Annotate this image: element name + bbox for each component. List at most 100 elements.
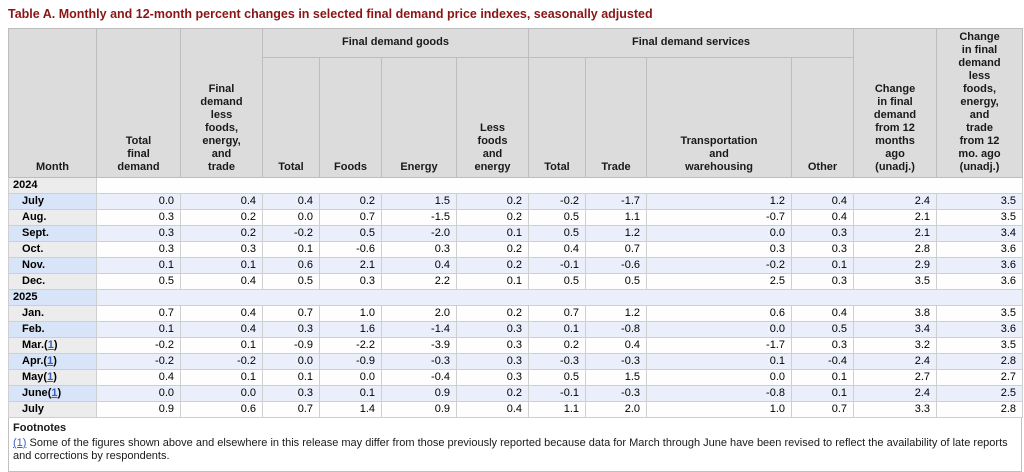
value-cell: 0.9	[96, 401, 181, 418]
value-cell: 0.3	[455, 353, 530, 370]
value-cell: -0.4	[791, 353, 855, 370]
value-cell: 1.0	[319, 305, 382, 322]
value-cell: -1.5	[381, 209, 457, 226]
value-cell: 0.1	[528, 321, 587, 338]
value-cell: 2.0	[381, 305, 457, 322]
value-cell: 0.3	[262, 321, 320, 338]
value-cell: 0.3	[791, 273, 855, 290]
value-cell: 0.7	[791, 401, 855, 418]
value-cell: -0.9	[319, 353, 382, 370]
value-cell: 0.1	[180, 337, 263, 354]
value-cell: 0.5	[96, 273, 181, 290]
value-cell: 0.2	[319, 193, 382, 210]
table-row: June(1) 0.0 0.0 0.3 0.1 0.9 0.2 -0.1 -0.3 -0.8 0.1…	[8, 385, 1024, 402]
value-cell: -0.6	[585, 257, 648, 274]
value-cell: 0.2	[528, 337, 587, 354]
value-cell: 2.4	[853, 193, 938, 210]
value-cell: 0.0	[262, 353, 320, 370]
value-cell: 0.3	[791, 241, 855, 258]
value-cell: -0.2	[262, 225, 320, 242]
value-cell: 0.5	[528, 225, 587, 242]
value-cell: 0.2	[180, 209, 263, 226]
value-cell: 2.1	[853, 225, 938, 242]
value-cell: 0.5	[528, 209, 587, 226]
value-cell: 2.0	[585, 401, 648, 418]
value-cell: 0.2	[455, 305, 530, 322]
value-cell: 3.2	[853, 337, 938, 354]
month-footnote-ref-link[interactable]: 1	[47, 371, 54, 383]
value-cell: 0.0	[96, 193, 181, 210]
value-cell: -0.3	[585, 385, 648, 402]
value-cell: 0.1	[455, 273, 530, 290]
value-cell: 2.5	[646, 273, 793, 290]
value-cell: 0.4	[585, 337, 648, 354]
value-cell: 0.4	[96, 369, 181, 386]
value-cell: 0.5	[319, 225, 382, 242]
footnote-ref-link[interactable]: (1)	[13, 437, 27, 449]
month-footnote-ref-link[interactable]: 1	[47, 339, 54, 351]
value-cell: -0.6	[319, 241, 382, 258]
value-cell: 1.2	[585, 305, 648, 322]
value-cell: 2.1	[319, 257, 382, 274]
value-cell: 3.4	[853, 321, 938, 338]
table-row: Jan. 0.7 0.4 0.7 1.0 2.0 0.2 0.7 1.2 0.6 0.4 3.8 3.5	[8, 305, 1024, 322]
group-header-final-demand-services: Final demand services	[528, 27, 855, 59]
value-cell: 0.7	[528, 305, 587, 322]
table-row: July 0.0 0.4 0.4 0.2 1.5 0.2 -0.2 -1.7 1.2 0.4 2.4 3…	[8, 193, 1024, 210]
value-cell: 2.8	[936, 353, 1024, 370]
value-cell: 2.4	[853, 385, 938, 402]
month-footnote-ref-link[interactable]: 1	[51, 387, 58, 399]
value-cell: 0.3	[455, 337, 530, 354]
value-cell: 0.6	[262, 257, 320, 274]
table-row: Sept. 0.3 0.2 -0.2 0.5 -2.0 0.1 0.5 1.2 0.0 0.3 2.1…	[8, 225, 1024, 242]
table-row: Apr.(1) -0.2 -0.2 0.0 -0.9 -0.3 0.3 -0.3 -0.3 0.1…	[8, 353, 1024, 370]
value-cell: -1.4	[381, 321, 457, 338]
month-label: Apr.(1)	[8, 353, 97, 370]
value-cell: 0.7	[585, 241, 648, 258]
value-cell: 0.3	[791, 337, 855, 354]
value-cell: 2.7	[936, 369, 1024, 386]
value-cell: 0.2	[455, 241, 530, 258]
value-cell: 0.7	[262, 305, 320, 322]
value-cell: 3.6	[936, 321, 1024, 338]
value-cell: 3.5	[936, 209, 1024, 226]
value-cell: 3.5	[936, 305, 1024, 322]
month-footnote-ref-link[interactable]: 1	[47, 355, 54, 367]
year-label: 2024	[8, 177, 97, 194]
col-header-total-final-demand: Total final demand	[96, 28, 181, 178]
value-cell: 1.1	[585, 209, 648, 226]
value-cell: 1.2	[585, 225, 648, 242]
table-row: Feb. 0.1 0.4 0.3 1.6 -1.4 0.3 0.1 -0.8 0.0 0.5 3.4 3…	[8, 321, 1024, 338]
value-cell: -0.2	[180, 353, 263, 370]
col-header-fd-less-foods-energy-trade: Final demand less foods, energy, and tra…	[180, 28, 263, 178]
year-row: 2025	[8, 289, 1024, 306]
table-row: July 0.9 0.6 0.7 1.4 0.9 0.4 1.1 2.0 1.0 0.7 3.3 2.8	[8, 401, 1024, 418]
value-cell: -0.2	[96, 353, 181, 370]
group-header-final-demand-goods: Final demand goods	[261, 27, 530, 59]
value-cell: 0.3	[646, 241, 793, 258]
table-row: May(1) 0.4 0.1 0.1 0.0 -0.4 0.3 0.5 1.5 0.0 0.1 2.7…	[8, 369, 1024, 386]
month-label: July	[8, 193, 97, 210]
month-label: Aug.	[8, 209, 97, 226]
table-header: Month Total final demand Final demand le…	[8, 27, 1024, 178]
value-cell: 0.3	[791, 225, 855, 242]
value-cell: 0.1	[180, 369, 263, 386]
table-row: Oct. 0.3 0.3 0.1 -0.6 0.3 0.2 0.4 0.7 0.3 0.3 2.8 3.…	[8, 241, 1024, 258]
value-cell: 0.3	[96, 225, 181, 242]
value-cell: 3.6	[936, 273, 1024, 290]
value-cell: -1.7	[585, 193, 648, 210]
value-cell: 0.1	[791, 385, 855, 402]
month-label: Feb.	[8, 321, 97, 338]
value-cell: 3.6	[936, 241, 1024, 258]
value-cell: 0.4	[791, 305, 855, 322]
value-cell: 0.1	[262, 369, 320, 386]
value-cell: 2.1	[853, 209, 938, 226]
value-cell: 1.2	[646, 193, 793, 210]
value-cell: 0.5	[528, 273, 587, 290]
value-cell: -0.2	[96, 337, 181, 354]
value-cell: -0.2	[528, 193, 587, 210]
table-row: Nov. 0.1 0.1 0.6 2.1 0.4 0.2 -0.1 -0.6 -0.2 0.1 2.9…	[8, 257, 1024, 274]
col-header-goods-less-foods-energy: Less foods and energy	[455, 57, 530, 178]
value-cell: 0.1	[455, 225, 530, 242]
value-cell: 1.4	[319, 401, 382, 418]
